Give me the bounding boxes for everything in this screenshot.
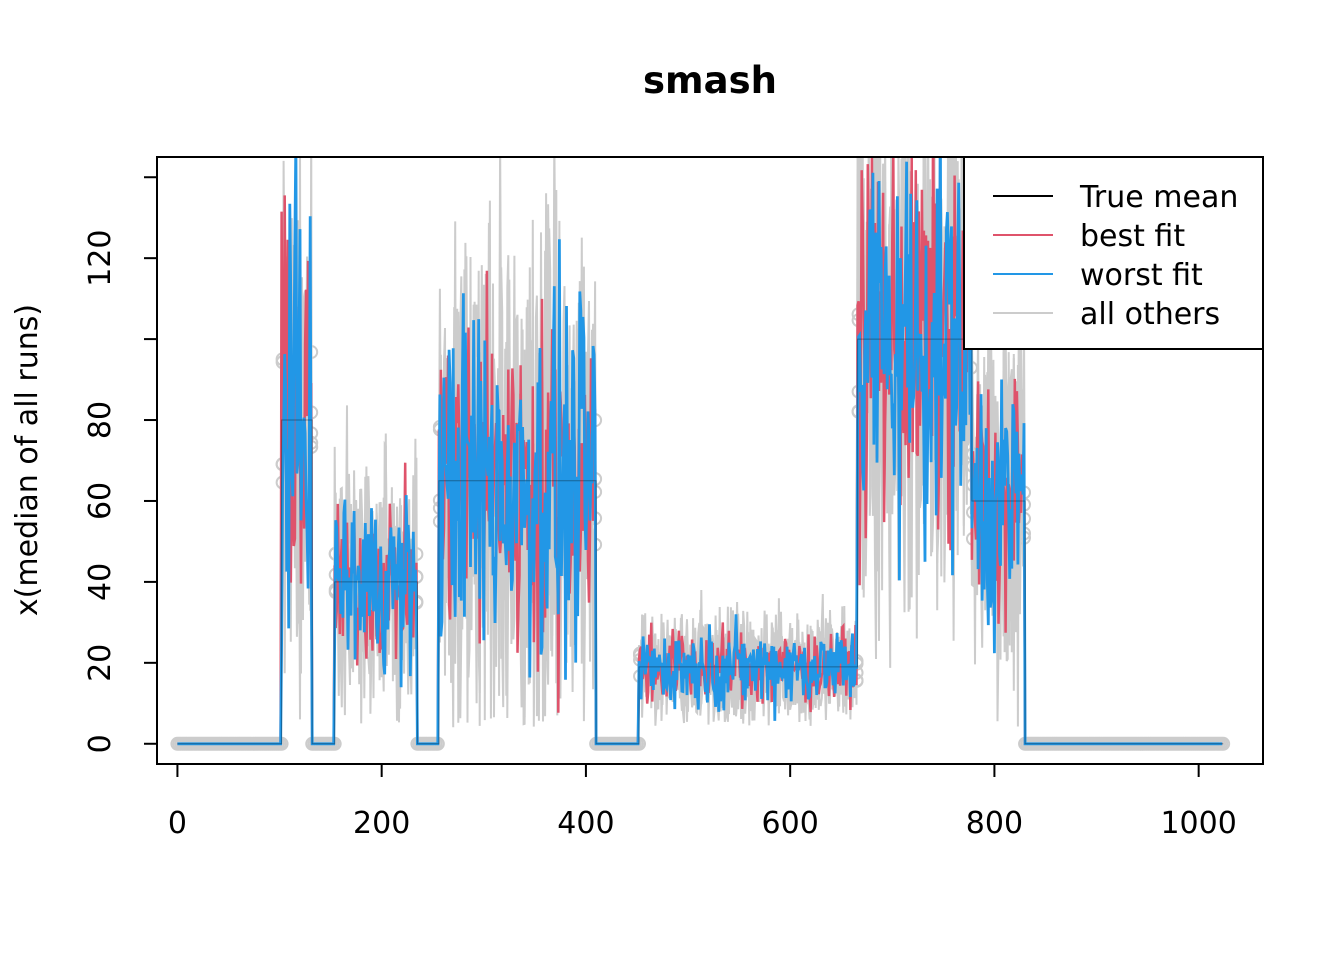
x-axis: 0 200 400 600 800 1000 bbox=[168, 763, 1237, 841]
y-tick-label: 80 bbox=[83, 401, 118, 439]
legend: True mean best fit worst fit all others bbox=[963, 156, 1264, 350]
x-tick-label: 200 bbox=[353, 806, 410, 841]
x-tick-label: 600 bbox=[762, 806, 819, 841]
x-tick-label: 0 bbox=[168, 806, 187, 841]
x-tick-label: 800 bbox=[966, 806, 1023, 841]
x-tick-label: 1000 bbox=[1160, 806, 1236, 841]
legend-label: worst fit bbox=[1080, 258, 1203, 293]
true-mean-line bbox=[177, 338, 1224, 745]
y-tick-label: 40 bbox=[83, 563, 118, 601]
y-tick-label: 0 bbox=[83, 734, 118, 753]
legend-label: best fit bbox=[1080, 219, 1185, 254]
worst-fit-series bbox=[177, 157, 1223, 746]
y-tick-label: 20 bbox=[83, 644, 118, 682]
legend-label: all others bbox=[1080, 297, 1220, 332]
legend-label: True mean bbox=[1079, 180, 1238, 215]
x-tick-label: 400 bbox=[557, 806, 614, 841]
y-axis: 0 20 40 60 80 120 bbox=[83, 176, 158, 753]
y-tick-label: 60 bbox=[83, 482, 118, 520]
worst-fit-line bbox=[177, 157, 1223, 746]
legend-box bbox=[963, 156, 1264, 350]
y-tick-label: 120 bbox=[83, 230, 118, 287]
y-axis-label: x(median of all runs) bbox=[10, 304, 45, 616]
chart-title: smash bbox=[643, 59, 777, 102]
true-mean-series bbox=[177, 338, 1224, 745]
